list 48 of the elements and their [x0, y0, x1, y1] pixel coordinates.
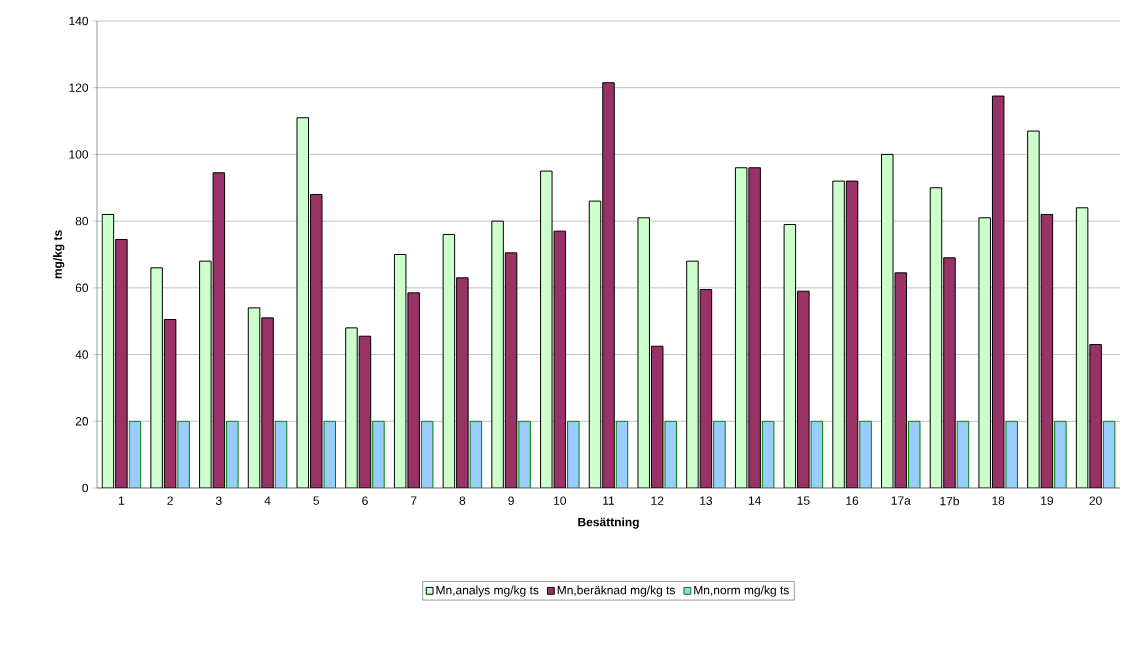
- x-tick-label: 1: [118, 496, 125, 505]
- bar: [832, 180, 845, 488]
- x-tick-label: 4: [264, 496, 271, 505]
- bar: [345, 327, 358, 488]
- bar: [518, 420, 531, 488]
- bar: [1027, 130, 1040, 488]
- y-tick-label: 0: [82, 483, 89, 493]
- bar: [115, 238, 128, 488]
- bar: [713, 420, 726, 488]
- bar: [1054, 420, 1067, 488]
- y-tick-label: 60: [75, 283, 89, 293]
- legend-label: Mn,analys mg/kg ts: [436, 585, 539, 597]
- x-axis-title: Besättning: [578, 517, 639, 529]
- x-tick-label: 5: [313, 496, 320, 505]
- x-tick-label: 8: [459, 496, 466, 505]
- y-axis-title: mg/kg ts: [53, 230, 65, 279]
- x-tick-label: 2: [167, 496, 173, 505]
- x-tick-label: 15: [797, 496, 810, 505]
- x-tick-label: 7: [410, 496, 417, 505]
- bar: [372, 420, 385, 488]
- x-tick-label: 18: [992, 496, 1005, 505]
- legend-label: Mn,beräknad mg/kg ts: [557, 585, 676, 597]
- bar: [602, 82, 615, 488]
- y-tick-label: 20: [75, 417, 89, 426]
- x-tick-label: 19: [1041, 496, 1053, 505]
- bar: [686, 260, 699, 488]
- x-tick-label: 14: [748, 496, 761, 505]
- bar: [261, 317, 274, 488]
- y-tick-label: 140: [69, 16, 89, 26]
- bar: [491, 220, 504, 488]
- x-tick-label: 20: [1089, 496, 1102, 505]
- x-tick-label: 13: [700, 496, 713, 505]
- x-tick-label: 11: [603, 496, 615, 505]
- x-tick-label: 12: [651, 496, 664, 505]
- y-tick-label: 40: [75, 350, 89, 359]
- y-tick-label: 80: [75, 216, 89, 226]
- y-tick-label: 120: [69, 83, 89, 92]
- y-tick-label: 100: [69, 150, 89, 159]
- x-tick-label: 17b: [940, 496, 959, 506]
- bar: [943, 257, 956, 488]
- legend-label: Mn,norm mg/kg ts: [694, 585, 789, 597]
- x-tick-label: 17a: [891, 496, 911, 505]
- bar: [859, 420, 872, 488]
- x-tick-label: 10: [554, 496, 567, 505]
- x-tick-label: 3: [215, 496, 222, 505]
- x-tick-label: 6: [362, 496, 368, 505]
- x-tick-label: 16: [846, 496, 859, 505]
- x-tick-label: 9: [508, 496, 514, 505]
